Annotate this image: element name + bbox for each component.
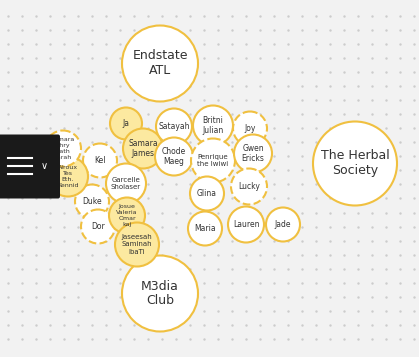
Text: Jaseesah
Saminah
IbaTi: Jaseesah Saminah IbaTi <box>122 235 153 255</box>
Circle shape <box>48 156 88 196</box>
Circle shape <box>45 131 81 166</box>
Circle shape <box>191 139 235 182</box>
Text: Gwen
Ericks: Gwen Ericks <box>242 144 264 163</box>
Text: Duke: Duke <box>82 197 102 206</box>
Circle shape <box>110 107 142 140</box>
Text: Maria: Maria <box>194 224 216 233</box>
Circle shape <box>109 197 145 233</box>
Text: M3dia
Club: M3dia Club <box>141 280 179 307</box>
Text: Samara
Ahry
Cath
Sarah: Samara Ahry Cath Sarah <box>51 137 75 160</box>
Circle shape <box>115 222 159 266</box>
Circle shape <box>233 111 267 146</box>
Text: Jade: Jade <box>275 220 291 229</box>
Text: Satayah: Satayah <box>158 122 190 131</box>
Text: Alroux
Tes
Eth.
Kennid: Alroux Tes Eth. Kennid <box>57 165 79 188</box>
Text: Endstate
ATL: Endstate ATL <box>132 50 188 77</box>
Circle shape <box>83 144 117 177</box>
Circle shape <box>106 164 146 203</box>
Text: The Herbal
Society: The Herbal Society <box>321 150 389 177</box>
Circle shape <box>188 211 222 246</box>
Circle shape <box>313 121 397 206</box>
Circle shape <box>156 109 192 145</box>
Circle shape <box>5 151 51 196</box>
Text: Josue
Valeria
Omar
kaj: Josue Valeria Omar kaj <box>116 204 138 227</box>
Text: Chode
Maeg: Chode Maeg <box>162 147 186 166</box>
Circle shape <box>190 176 224 211</box>
Text: Dor: Dor <box>91 222 105 231</box>
Circle shape <box>228 206 264 242</box>
FancyBboxPatch shape <box>0 135 60 198</box>
Text: Lauren: Lauren <box>233 220 259 229</box>
Circle shape <box>75 185 109 218</box>
Text: Kel: Kel <box>94 156 106 165</box>
Circle shape <box>234 135 272 172</box>
Text: Lucky: Lucky <box>238 182 260 191</box>
Circle shape <box>122 256 198 332</box>
Circle shape <box>155 137 193 176</box>
Circle shape <box>123 129 163 169</box>
Text: Samara
James: Samara James <box>128 139 158 158</box>
Circle shape <box>266 207 300 241</box>
Text: Ja: Ja <box>122 119 129 128</box>
Text: Joy: Joy <box>244 124 256 133</box>
Circle shape <box>81 210 115 243</box>
Text: Penrique
the Iwiwi: Penrique the Iwiwi <box>197 154 229 167</box>
Text: Ms. Katherine
Romund
Trevor: Ms. Katherine Romund Trevor <box>6 165 49 182</box>
Text: Britni
Julian: Britni Julian <box>202 116 224 135</box>
Text: Garcelle
Sholaser: Garcelle Sholaser <box>111 177 141 190</box>
Circle shape <box>231 169 267 205</box>
Text: ∨: ∨ <box>41 161 48 171</box>
Circle shape <box>122 25 198 101</box>
Text: Glina: Glina <box>197 189 217 198</box>
Circle shape <box>193 106 233 146</box>
